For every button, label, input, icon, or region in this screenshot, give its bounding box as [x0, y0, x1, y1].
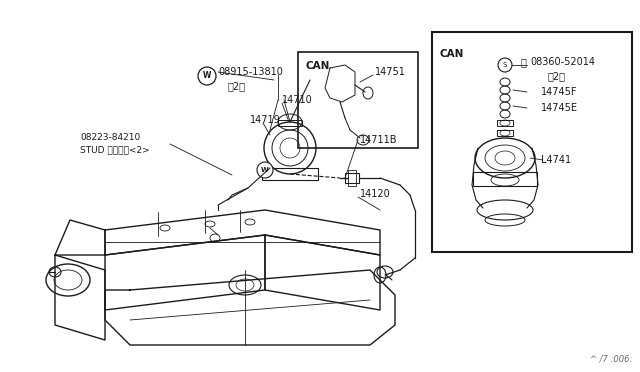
Text: CAN: CAN [306, 61, 330, 71]
Text: 14745F: 14745F [541, 87, 577, 97]
Text: ^ /7 :006:: ^ /7 :006: [589, 355, 632, 364]
Text: Ⓢ: Ⓢ [521, 57, 527, 67]
Text: 14711B: 14711B [360, 135, 397, 145]
Bar [298, 52, 418, 148]
Bar [497, 130, 513, 136]
Text: S: S [503, 62, 507, 68]
Bar [278, 120, 302, 126]
Text: 08915-13810: 08915-13810 [218, 67, 283, 77]
Bar [497, 120, 513, 126]
Text: L4741: L4741 [541, 155, 571, 165]
Text: CAN: CAN [440, 49, 465, 59]
Text: 14751: 14751 [375, 67, 406, 77]
Text: 14745E: 14745E [541, 103, 578, 113]
Text: 08223-84210: 08223-84210 [80, 134, 140, 142]
Bar [432, 32, 632, 252]
Text: 14710: 14710 [282, 95, 313, 105]
Text: （2）: （2） [548, 71, 566, 81]
Bar [473, 172, 537, 186]
Text: W: W [203, 71, 211, 80]
Text: STUD スタッド<2>: STUD スタッド<2> [80, 145, 150, 154]
Text: （2）: （2） [228, 81, 246, 91]
Text: 08360-52014: 08360-52014 [530, 57, 595, 67]
Text: 14120: 14120 [360, 189, 391, 199]
Bar [345, 173, 359, 183]
Text: W: W [261, 167, 269, 173]
Bar [262, 168, 318, 180]
Text: 14719: 14719 [250, 115, 281, 125]
Bar [348, 170, 356, 186]
Circle shape [257, 162, 273, 178]
